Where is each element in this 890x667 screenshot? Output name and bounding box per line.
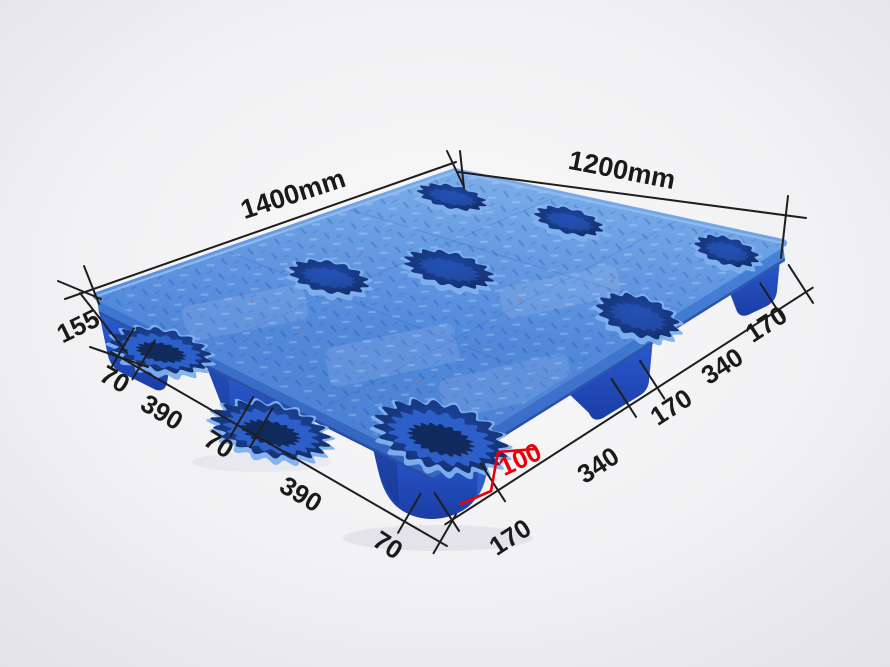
nesting-hole-part xyxy=(545,212,593,231)
dimension-stroke xyxy=(787,264,815,304)
nesting-hole-part xyxy=(609,302,667,332)
dimension-stroke xyxy=(64,161,457,300)
nesting-hole-part xyxy=(534,205,604,237)
deck-edge-highlight xyxy=(96,170,784,298)
nesting-holes xyxy=(105,181,763,480)
dimension-stroke xyxy=(446,150,465,188)
dimension-stroke xyxy=(229,396,255,438)
nesting-hole-part xyxy=(595,292,680,340)
nesting-hole-part xyxy=(240,419,302,447)
nesting-hole-part xyxy=(694,234,759,268)
dimension-stroke xyxy=(459,489,493,506)
dimension-stroke xyxy=(57,280,102,300)
dimension-stroke xyxy=(397,492,422,534)
dimension-stroke xyxy=(459,150,465,189)
nesting-hole-part xyxy=(403,249,495,289)
dimension-stroke xyxy=(248,407,274,449)
dimension-stroke xyxy=(496,447,537,454)
dimension-stroke xyxy=(780,195,789,259)
dimension-stroke xyxy=(131,339,156,381)
deck-texture xyxy=(97,172,783,462)
nesting-hole-part xyxy=(418,257,480,282)
floor-shadow xyxy=(343,525,533,551)
dimension-lines xyxy=(57,150,815,555)
nesting-hole-part xyxy=(135,341,187,364)
dimension-stroke xyxy=(433,492,461,532)
dimension-stroke xyxy=(110,350,448,548)
nesting-hole-part xyxy=(416,183,487,211)
nesting-hole-part xyxy=(705,241,750,262)
dimension-stroke xyxy=(610,378,638,418)
dimension-stroke xyxy=(89,346,149,368)
deck-seams xyxy=(182,194,679,430)
dimension-stroke xyxy=(638,359,666,400)
nesting-hole-part xyxy=(301,267,357,289)
dimension-stroke xyxy=(489,450,500,493)
nesting-hole-part xyxy=(288,259,370,295)
dimension-stroke xyxy=(457,171,807,219)
dimension-stroke xyxy=(759,282,786,323)
nesting-hole-part xyxy=(407,422,475,457)
dimension-stroke xyxy=(79,292,128,354)
nesting-hole-part xyxy=(428,189,476,206)
